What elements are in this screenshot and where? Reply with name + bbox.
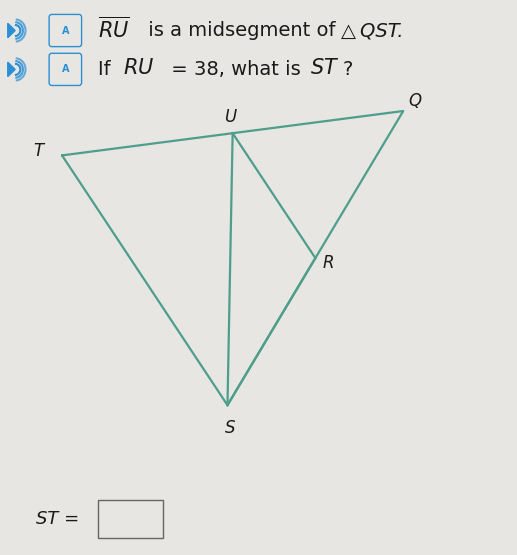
Text: A: A <box>62 26 69 36</box>
Text: T: T <box>34 142 44 160</box>
Text: U: U <box>224 108 236 125</box>
Text: S: S <box>225 420 235 437</box>
Text: R: R <box>323 254 334 271</box>
Text: $\mathit{RU}$: $\mathit{RU}$ <box>123 58 155 78</box>
Polygon shape <box>8 23 15 38</box>
Text: $\overline{\mathit{RU}}$: $\overline{\mathit{RU}}$ <box>98 17 130 42</box>
Polygon shape <box>8 62 15 77</box>
Text: △  QST.: △ QST. <box>341 21 404 40</box>
FancyBboxPatch shape <box>98 500 163 538</box>
Text: = 38, what is: = 38, what is <box>165 60 308 79</box>
Text: Q: Q <box>408 92 421 110</box>
Text: is a midsegment of: is a midsegment of <box>142 21 342 40</box>
Text: $\mathit{ST}$: $\mathit{ST}$ <box>310 58 340 78</box>
Text: If: If <box>98 60 117 79</box>
Text: A: A <box>62 64 69 74</box>
Text: ST =: ST = <box>36 510 80 528</box>
Text: ?: ? <box>342 60 353 79</box>
